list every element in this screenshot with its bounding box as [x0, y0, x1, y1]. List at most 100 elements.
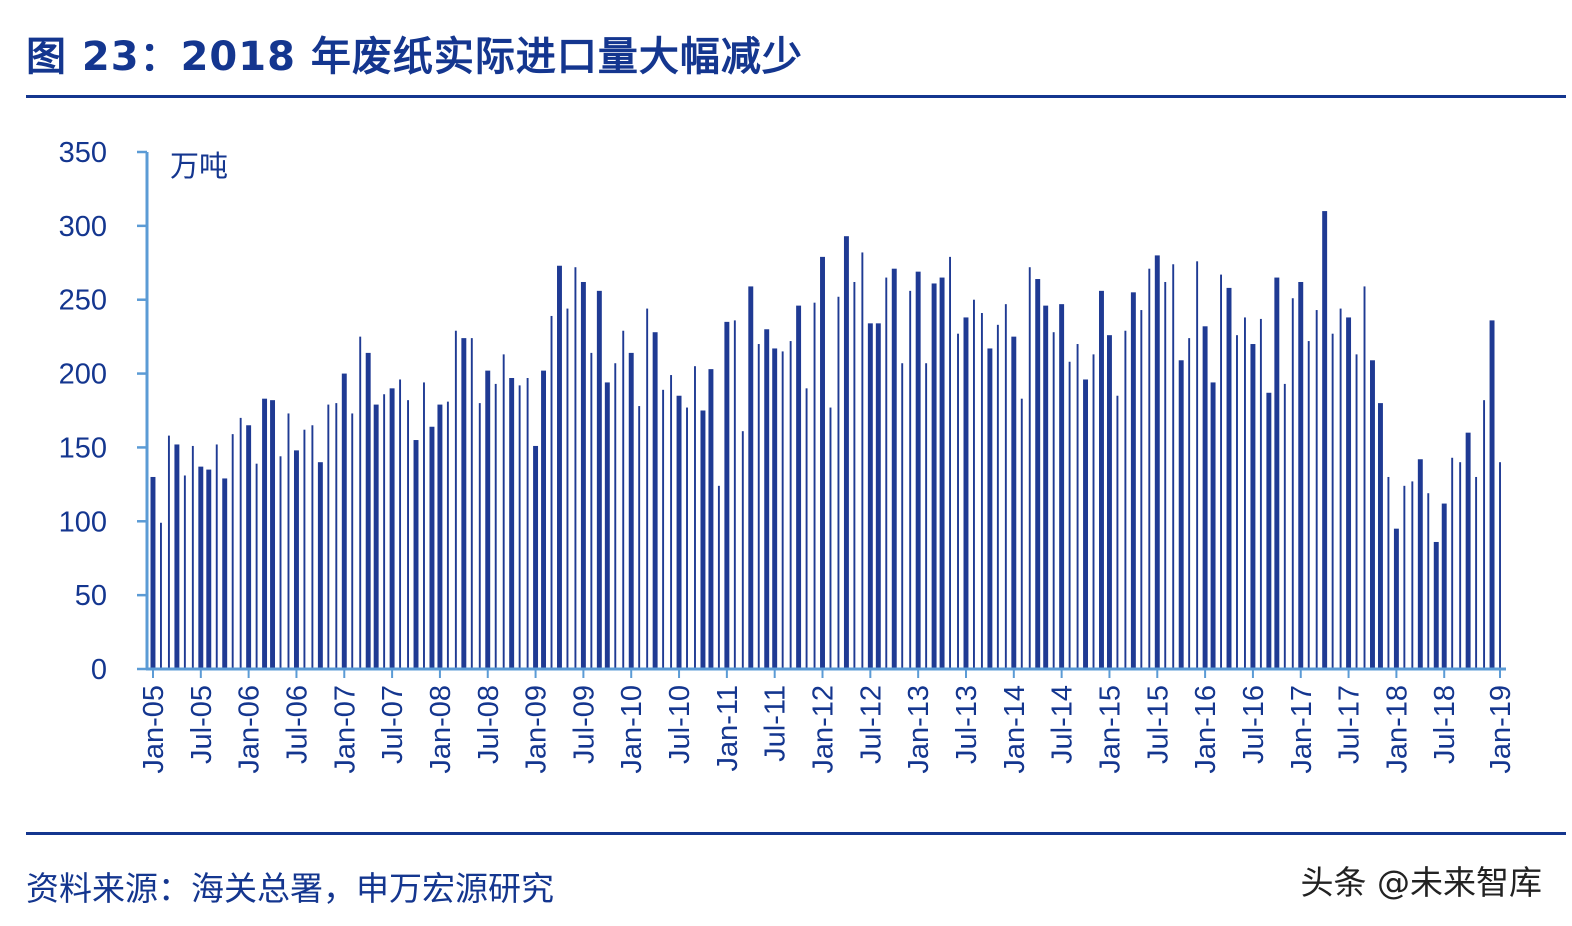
bar — [1346, 317, 1352, 669]
bar — [359, 336, 362, 669]
bar — [963, 317, 969, 669]
bar — [662, 389, 665, 669]
bar — [541, 370, 547, 669]
x-tick-label: Jul-09 — [568, 685, 600, 764]
bar — [550, 315, 553, 669]
bar — [293, 450, 299, 669]
bar — [843, 236, 849, 669]
bar — [437, 404, 443, 669]
bar — [957, 333, 959, 669]
bar — [1202, 326, 1208, 669]
bar — [837, 296, 840, 669]
bar — [1188, 338, 1191, 669]
bar — [1092, 354, 1095, 669]
bar — [596, 290, 602, 669]
bar — [566, 308, 569, 669]
y-tick-label: 200 — [59, 359, 107, 391]
bar — [700, 410, 706, 669]
bar — [686, 407, 688, 669]
bar — [1459, 462, 1462, 669]
x-tick-label: Jul-11 — [760, 685, 792, 762]
bar — [246, 425, 252, 669]
bar — [813, 302, 816, 669]
x-tick-label: Jan-07 — [329, 685, 361, 774]
bar — [1220, 274, 1222, 669]
bar — [741, 431, 744, 669]
bar — [748, 286, 754, 669]
bar — [1355, 354, 1358, 669]
bar — [590, 352, 593, 669]
title-rule — [26, 95, 1566, 98]
bar — [454, 330, 457, 669]
bar — [1130, 292, 1136, 669]
bar — [413, 440, 419, 669]
bar — [389, 388, 395, 669]
bar — [1417, 459, 1423, 669]
y-tick-label: 300 — [59, 211, 107, 243]
bar — [1427, 493, 1430, 669]
bar — [875, 323, 881, 669]
bar — [820, 256, 825, 669]
bar — [317, 462, 323, 669]
bar — [796, 305, 802, 669]
bar — [1116, 395, 1119, 669]
bar — [485, 370, 491, 669]
bar — [915, 271, 921, 669]
bar — [303, 429, 306, 669]
bar — [622, 330, 625, 669]
bar — [470, 338, 473, 669]
bar — [1099, 290, 1104, 669]
bar — [335, 403, 338, 669]
bar — [604, 382, 610, 669]
bar — [533, 445, 539, 669]
bar — [429, 426, 435, 669]
bar — [987, 348, 993, 669]
bar — [1164, 281, 1167, 669]
bar — [365, 352, 371, 669]
bar — [1172, 264, 1175, 669]
bar — [1020, 398, 1023, 669]
bar — [853, 281, 856, 669]
bar — [191, 445, 194, 669]
bar — [255, 463, 258, 669]
x-tick-label: Jan-09 — [521, 685, 553, 774]
bar — [373, 404, 379, 669]
bar — [1433, 541, 1439, 669]
bar — [1083, 379, 1089, 669]
bar — [885, 277, 888, 669]
bar — [1274, 277, 1280, 669]
bar — [1307, 341, 1310, 669]
bar — [150, 476, 156, 669]
bar — [733, 320, 736, 669]
bar — [676, 395, 682, 669]
bar — [1451, 457, 1454, 669]
bar — [638, 406, 641, 669]
bar — [646, 308, 649, 669]
bar — [1489, 320, 1495, 669]
bar — [757, 344, 760, 669]
y-tick-label: 350 — [59, 137, 107, 169]
bar — [717, 485, 720, 669]
bar — [1059, 304, 1065, 669]
bar — [494, 383, 497, 669]
bar — [311, 425, 314, 669]
bar — [287, 413, 290, 669]
x-tick-label: Jan-16 — [1190, 685, 1222, 774]
bar — [980, 313, 983, 669]
bar — [867, 323, 873, 669]
bar — [861, 252, 864, 669]
bar — [1393, 528, 1399, 669]
bar — [1465, 432, 1471, 669]
bar — [1236, 335, 1238, 669]
bar — [341, 373, 347, 669]
x-tick-label: Jan-15 — [1094, 685, 1126, 774]
bar — [407, 400, 409, 669]
x-tick-label: Jul-15 — [1142, 685, 1174, 764]
x-tick-label: Jan-14 — [999, 685, 1031, 774]
bar — [198, 466, 204, 669]
x-tick-label: Jul-07 — [377, 685, 409, 764]
x-tick-label: Jan-18 — [1381, 685, 1413, 774]
bar — [1250, 344, 1256, 669]
y-tick-label: 50 — [75, 580, 107, 612]
